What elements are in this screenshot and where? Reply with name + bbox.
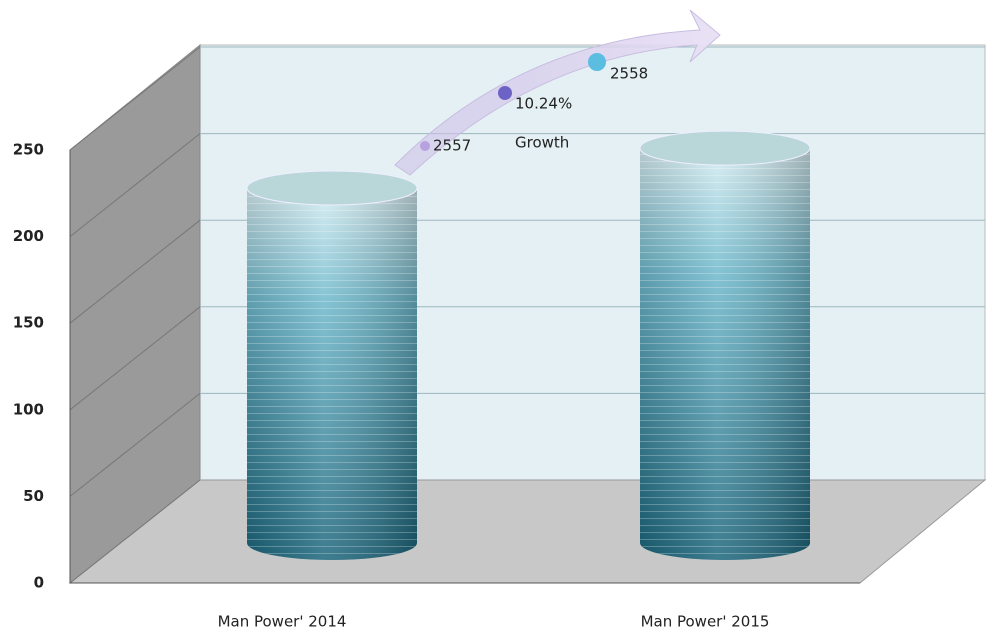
annotation: Growth xyxy=(515,134,569,152)
dot xyxy=(498,86,512,100)
walls xyxy=(70,45,985,583)
y-tick-label: 250 xyxy=(13,141,44,159)
bar xyxy=(640,131,810,560)
x-tick-label: Man Power' 2014 xyxy=(218,613,347,631)
annotation: 2558 xyxy=(610,65,648,83)
dot xyxy=(420,141,430,151)
cylinder-stripes xyxy=(247,188,417,560)
y-tick-label: 50 xyxy=(23,487,44,505)
dot xyxy=(588,53,606,71)
annotation: 10.24% xyxy=(515,95,572,113)
chart: 2557 10.24% Growth 2558 0 50 100 150 200 250 Man … xyxy=(0,0,992,635)
y-tick-label: 0 xyxy=(34,574,44,592)
bar xyxy=(247,171,417,560)
cylinder-top xyxy=(640,131,810,165)
cylinder-top xyxy=(247,171,417,205)
annotation: 2557 xyxy=(433,137,471,155)
y-tick-label: 200 xyxy=(13,227,44,245)
y-tick-label: 100 xyxy=(13,400,44,418)
x-tick-label: Man Power' 2015 xyxy=(641,613,770,631)
cylinder-stripes xyxy=(640,148,810,560)
y-tick-label: 150 xyxy=(13,314,44,332)
